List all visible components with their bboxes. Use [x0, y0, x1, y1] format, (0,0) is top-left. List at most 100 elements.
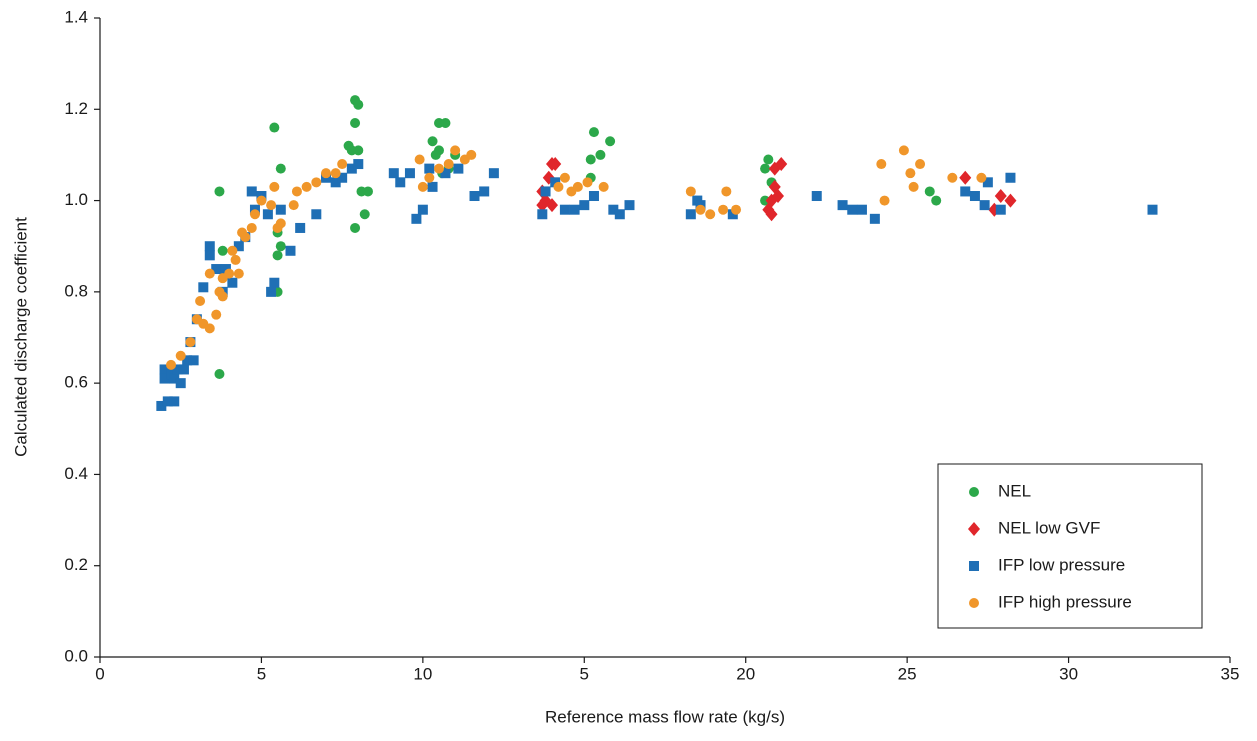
- data-point: [721, 186, 732, 197]
- data-point: [233, 268, 244, 279]
- data-point: [188, 355, 199, 366]
- data-point: [353, 145, 364, 156]
- legend-box: [937, 463, 1203, 629]
- data-point: [760, 195, 771, 206]
- data-point: [440, 168, 451, 179]
- data-point: [414, 154, 425, 165]
- data-point: [960, 186, 971, 197]
- data-point: [330, 168, 341, 179]
- data-point: [979, 200, 990, 211]
- y-tick-label: 1.2: [64, 99, 88, 118]
- data-point: [614, 209, 625, 220]
- data-point: [772, 189, 784, 204]
- data-point: [411, 213, 422, 224]
- data-point: [559, 204, 570, 215]
- data-point: [350, 222, 361, 233]
- y-axis-label: Calculated discharge coefficient: [11, 217, 30, 457]
- data-point: [272, 250, 283, 261]
- data-point: [579, 200, 590, 211]
- data-point: [321, 168, 331, 179]
- data-point: [214, 369, 225, 380]
- data-point: [227, 277, 238, 288]
- data-point: [585, 154, 596, 165]
- data-point: [995, 204, 1006, 215]
- data-point: [549, 157, 562, 172]
- data-point: [204, 250, 215, 261]
- data-point: [249, 209, 260, 220]
- data-point: [350, 117, 361, 128]
- data-point: [1147, 204, 1158, 215]
- legend-marker: [969, 487, 979, 497]
- data-point: [246, 222, 257, 233]
- data-point: [311, 209, 322, 220]
- data-point: [440, 117, 451, 128]
- x-tick-label: 30: [1059, 664, 1078, 683]
- data-point: [763, 154, 774, 165]
- data-point: [175, 378, 186, 389]
- data-point: [537, 209, 548, 220]
- data-point: [275, 204, 286, 215]
- data-point: [159, 373, 170, 384]
- data-point: [598, 181, 609, 192]
- data-point: [466, 149, 477, 160]
- x-axis-label: Reference mass flow rate (kg/s): [545, 707, 785, 726]
- legend-marker: [969, 561, 979, 571]
- legend-marker: [969, 598, 979, 608]
- data-point: [982, 177, 993, 188]
- data-point: [395, 177, 406, 188]
- data-point: [233, 241, 244, 252]
- data-point: [169, 396, 180, 407]
- data-point: [727, 209, 738, 220]
- data-point: [195, 295, 206, 306]
- data-point: [256, 195, 267, 206]
- data-point: [159, 364, 170, 375]
- data-point: [469, 191, 480, 202]
- data-point: [337, 172, 348, 183]
- data-point: [230, 254, 241, 265]
- y-tick-label: 0.6: [64, 373, 88, 392]
- data-point: [346, 163, 357, 174]
- x-tick-label: 0: [95, 664, 104, 683]
- data-point: [275, 163, 286, 174]
- data-point: [811, 191, 822, 202]
- data-point: [269, 277, 280, 288]
- data-point: [404, 168, 415, 179]
- data-point: [775, 157, 788, 172]
- data-point: [550, 177, 561, 188]
- data-point: [588, 191, 599, 202]
- data-point: [994, 189, 1007, 204]
- data-point: [947, 172, 958, 183]
- y-tick-label: 1.0: [64, 190, 88, 209]
- data-point: [227, 245, 238, 256]
- data-point: [288, 200, 299, 211]
- y-tick-label: 0.2: [64, 555, 88, 574]
- data-point: [246, 186, 257, 197]
- data-point: [898, 145, 909, 156]
- data-point: [262, 209, 273, 220]
- data-point: [291, 186, 302, 197]
- data-point: [427, 136, 438, 147]
- data-point: [204, 323, 215, 334]
- data-point: [856, 204, 867, 215]
- data-point: [353, 159, 364, 170]
- data-point: [924, 186, 935, 197]
- data-point: [582, 177, 593, 188]
- data-point: [959, 170, 972, 185]
- data-point: [605, 136, 616, 147]
- y-tick-label: 1.4: [64, 7, 88, 26]
- data-point: [224, 268, 235, 279]
- data-point: [765, 207, 778, 222]
- data-point: [285, 245, 296, 256]
- x-tick-label: 5: [580, 664, 589, 683]
- data-point: [214, 186, 225, 197]
- data-point: [275, 218, 286, 229]
- data-point: [417, 181, 428, 192]
- y-tick-label: 0.4: [64, 464, 88, 483]
- data-point: [417, 204, 428, 215]
- data-point: [388, 168, 399, 179]
- data-point: [204, 241, 215, 252]
- x-tick-label: 5: [257, 664, 266, 683]
- data-point: [220, 264, 231, 275]
- data-point: [301, 181, 312, 192]
- x-tick-label: 25: [898, 664, 917, 683]
